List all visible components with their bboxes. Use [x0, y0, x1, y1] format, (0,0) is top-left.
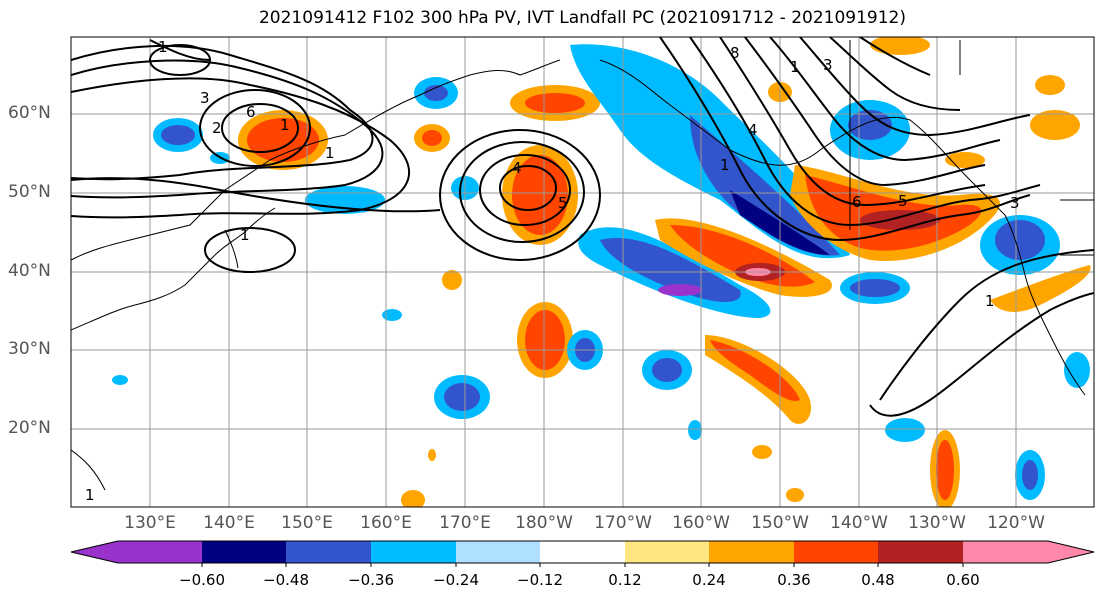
lat-label: 40°N [8, 261, 51, 281]
contour-label: 1 [985, 292, 995, 310]
contour-label: 1 [790, 58, 800, 76]
contour-label: 4 [512, 159, 522, 177]
colorbar-tick-label: −0.36 [348, 571, 394, 589]
graticule [71, 37, 1094, 507]
lon-label: 160°W [672, 513, 730, 533]
contour-label: 3 [1010, 194, 1020, 212]
contour-label: 5 [558, 194, 568, 212]
lat-label: 30°N [8, 339, 51, 359]
colorbar-tick-label: 0.24 [692, 571, 726, 589]
contour-label: 1 [280, 116, 290, 134]
colorbar-tick-label: 0.48 [861, 571, 895, 589]
contour-label: 3 [200, 89, 210, 107]
lon-label: 150°W [751, 513, 809, 533]
colorbar-tick-label: 0.12 [608, 571, 642, 589]
coastlines [71, 40, 1094, 491]
contour-label: 1 [325, 144, 335, 162]
lat-label: 20°N [8, 418, 51, 438]
lat-label: 60°N [8, 103, 51, 123]
contour-label: 3 [823, 56, 833, 74]
contour-label: 1 [240, 226, 250, 244]
contour-label: 5 [898, 192, 908, 210]
lon-label: 140°E [203, 513, 255, 533]
lon-label: 170°W [594, 513, 652, 533]
contour-label: 8 [730, 44, 740, 62]
colorbar-tick-label: −0.24 [433, 571, 479, 589]
lat-label: 50°N [8, 182, 51, 202]
plot-frame [70, 36, 1095, 508]
lon-label: 130°E [124, 513, 176, 533]
lon-label: 120°W [987, 513, 1045, 533]
colorbar-tick-label: −0.12 [517, 571, 563, 589]
contour-label-layer: 1 3 2 1 6 4 1 5 8 1 4 3 6 5 1 3 1 1 1 [85, 38, 1020, 504]
contour-label: 6 [246, 103, 256, 121]
lon-label: 180°W [515, 513, 573, 533]
contours [71, 37, 1094, 417]
lon-label: 170°E [439, 513, 491, 533]
colorbar-tick-label: −0.48 [263, 571, 309, 589]
lon-label: 130°W [908, 513, 966, 533]
colorbar-tick-label: 0.36 [777, 571, 811, 589]
contour-label: 4 [748, 121, 758, 139]
contour-label: 1 [720, 156, 730, 174]
map-title: 2021091412 F102 300 hPa PV, IVT Landfall… [258, 8, 906, 28]
colorbar-tick-label: 0.60 [946, 571, 980, 589]
lon-label: 140°W [830, 513, 888, 533]
contour-label: 1 [85, 486, 95, 504]
contour-label: 6 [852, 193, 862, 211]
lon-label: 150°E [281, 513, 333, 533]
lon-label: 160°E [360, 513, 412, 533]
contour-label: 1 [158, 38, 168, 56]
colorbar-tick-label: −0.60 [179, 571, 225, 589]
contour-label: 2 [212, 119, 222, 137]
